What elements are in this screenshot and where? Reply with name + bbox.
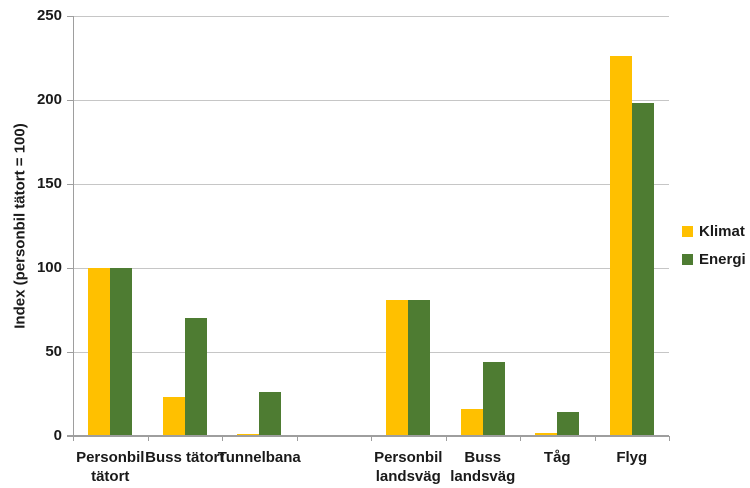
y-tick-mark-150: [67, 184, 73, 185]
x-category-label-6: Tåg: [497, 448, 617, 467]
gridline-200: [73, 99, 669, 101]
y-tick-label-100: 100: [36, 259, 62, 276]
bar-energi-6: [557, 412, 580, 436]
bar-klimat-4: [386, 300, 409, 436]
gridline-250: [73, 15, 669, 17]
y-tick-mark-200: [67, 100, 73, 101]
x-tick-mark-6: [520, 436, 521, 441]
bar-klimat-7: [609, 56, 632, 436]
legend-item-klimat: Klimat: [682, 223, 746, 240]
bar-energi-0: [110, 268, 133, 436]
x-tick-mark-3: [296, 436, 298, 441]
y-tick-label-0: 0: [53, 427, 62, 444]
bar-energi-5: [482, 362, 505, 436]
x-tick-mark-8: [669, 436, 670, 441]
x-category-label-4: Personbil landsväg: [348, 448, 468, 486]
x-tick-mark-2: [222, 436, 223, 441]
legend: Klimat Energi: [682, 223, 746, 279]
bar-klimat-6: [535, 433, 558, 436]
bar-energi-1: [184, 318, 207, 436]
y-tick-label-50: 50: [45, 343, 62, 360]
y-tick-label-150: 150: [36, 175, 62, 192]
y-tick-label-250: 250: [36, 7, 62, 24]
x-category-label-line: Tunnelbana: [217, 449, 301, 466]
x-category-label-line: Flyg: [616, 449, 648, 466]
x-category-label-line: Personbil: [374, 449, 443, 466]
gridline-100: [73, 267, 669, 269]
gridline-150: [73, 183, 669, 185]
x-tick-mark-5: [445, 436, 447, 441]
bar-energi-4: [408, 300, 431, 436]
x-category-label-line: tätort: [91, 468, 130, 485]
x-tick-mark-1: [147, 436, 149, 441]
y-tick-mark-250: [67, 16, 73, 17]
bar-energi-7: [631, 103, 654, 436]
x-category-label-line: Personbil: [76, 449, 145, 466]
bar-energi-2: [259, 392, 282, 436]
legend-label-energi: Energi: [699, 251, 746, 268]
legend-item-energi: Energi: [682, 251, 746, 268]
x-category-label-5: Buss landsväg: [423, 448, 543, 486]
bar-klimat-0: [88, 268, 111, 436]
legend-label-klimat: Klimat: [699, 223, 745, 240]
x-category-label-line: landsväg: [450, 468, 516, 485]
energi-color-swatch: [682, 254, 693, 265]
bar-klimat-1: [162, 397, 185, 436]
y-tick-label-200: 200: [36, 91, 62, 108]
x-category-label-0: Personbil tätort: [50, 448, 170, 486]
x-axis-line: [67, 435, 669, 437]
x-tick-mark-0: [73, 436, 74, 441]
x-category-label-7: Flyg: [572, 448, 692, 467]
bar-klimat-5: [460, 409, 483, 436]
gridline-50: [73, 351, 669, 353]
y-tick-mark-50: [67, 352, 73, 353]
x-category-label-line: Buss tätort: [145, 449, 225, 466]
x-category-label-2: Tunnelbana: [199, 448, 319, 467]
y-axis-title: Index (personbil tätort = 100): [11, 123, 29, 329]
x-category-label-line: Buss: [464, 449, 502, 466]
y-axis-line: [73, 16, 74, 437]
x-category-label-line: landsväg: [375, 468, 441, 485]
y-tick-mark-100: [67, 268, 73, 269]
x-tick-mark-4: [371, 436, 372, 441]
x-category-label-1: Buss tätort: [125, 448, 245, 467]
klimat-color-swatch: [682, 226, 693, 237]
x-category-label-line: Tåg: [543, 449, 571, 466]
x-tick-mark-7: [594, 436, 596, 441]
